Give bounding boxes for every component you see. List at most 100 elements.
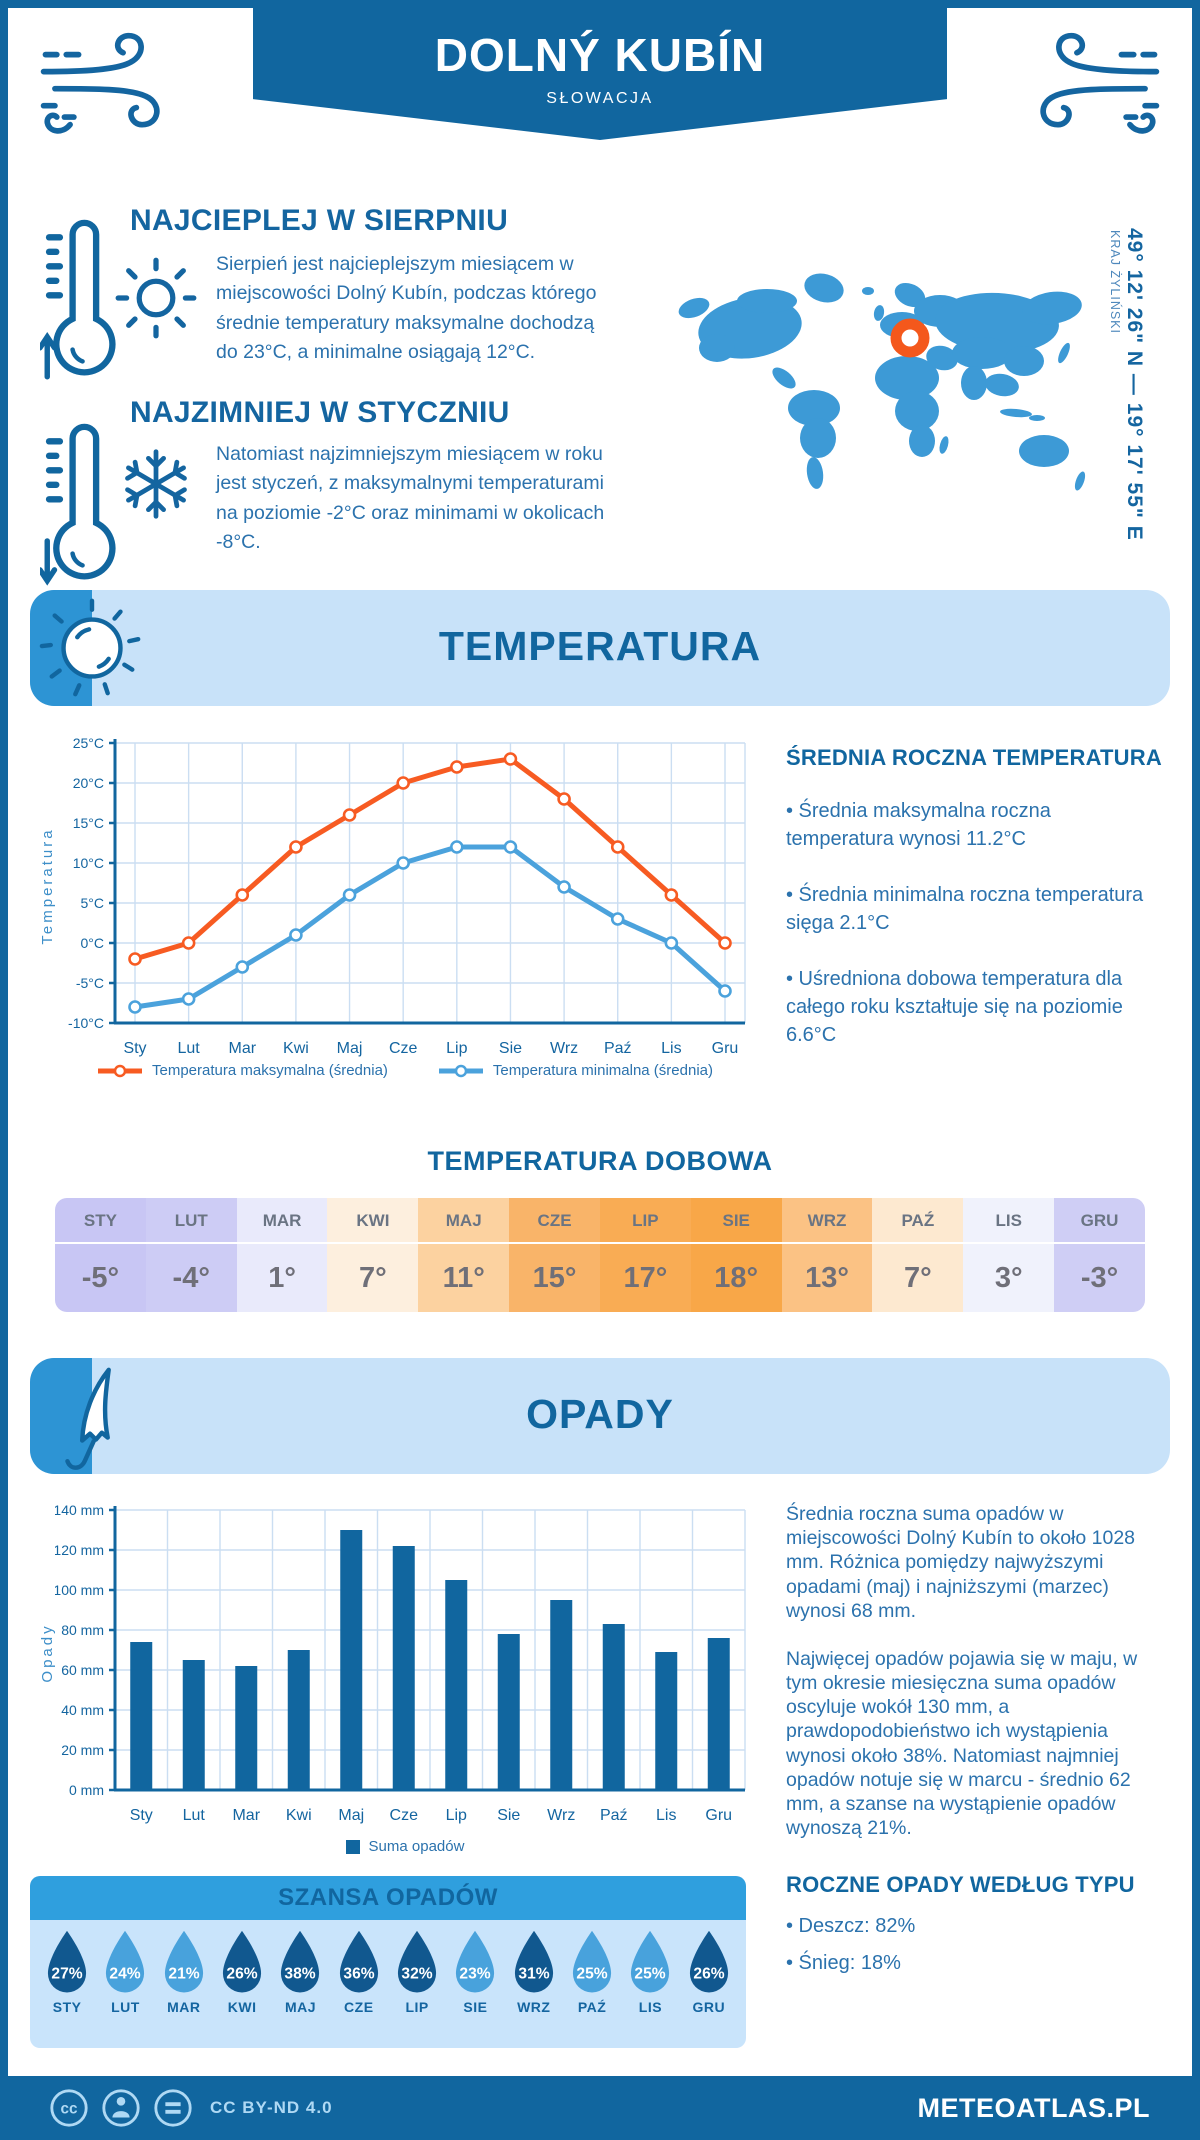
no-derivatives-icon[interactable] — [152, 2087, 194, 2129]
brand-link[interactable]: METEOATLAS.PL — [917, 2092, 1150, 2123]
rain-chance-month-label: MAR — [167, 1999, 201, 2015]
rain-chance-month-label: GRU — [692, 1999, 726, 2015]
daily-temp-month-label: WRZ — [781, 1198, 873, 1244]
daily-temp-column-kwi: KWI 7° — [327, 1198, 419, 1312]
rain-chance-wrz: 31% WRZ — [505, 1928, 563, 2048]
annual-temp-bullet-max: • Średnia maksymalna roczna temperatura … — [786, 800, 1051, 850]
daily-temp-value: 15° — [532, 1261, 577, 1294]
daily-temp-value: 7° — [904, 1261, 932, 1294]
daily-temp-month-label: STY — [55, 1198, 146, 1244]
svg-text:-10°C: -10°C — [68, 1015, 104, 1031]
cc-icon[interactable]: cc — [48, 2087, 90, 2129]
svg-text:Lut: Lut — [178, 1040, 201, 1057]
svg-text:cc: cc — [61, 2101, 78, 2118]
legend-item-precip-sum: Suma opadów — [345, 1838, 464, 1855]
daily-temp-value: -3° — [1080, 1261, 1119, 1294]
daily-temp-column-maj: MAJ 11° — [418, 1198, 510, 1312]
region-text: KRAJ ŻYLIŃSKI — [1108, 230, 1122, 334]
highlight-warmest-text: Sierpień jest najcieplejszym miesiącem w… — [216, 253, 597, 363]
rain-chance-mar: 21% MAR — [155, 1928, 213, 2048]
precipitation-chart-legend: Suma opadów — [55, 1838, 755, 1855]
svg-text:100 mm: 100 mm — [55, 1582, 104, 1598]
precipitation-info: Średnia roczna suma opadów w miejscowośc… — [786, 1502, 1171, 1986]
svg-text:15°C: 15°C — [73, 815, 104, 831]
location-coordinates-block: 49° 12' 26" N — 19° 17' 55" E KRAJ ŻYLIŃ… — [1108, 228, 1146, 588]
svg-text:Lip: Lip — [446, 1807, 467, 1824]
svg-text:Cze: Cze — [390, 1807, 419, 1824]
daily-temp-month-label: MAR — [236, 1198, 328, 1244]
annual-temp-bullet-mean: • Uśredniona dobowa temperatura dla całe… — [786, 968, 1123, 1046]
daily-temp-value: 18° — [714, 1261, 759, 1294]
temperature-chart-container: Temperatura -10°C -5°C 0°C 5°C 10°C 15°C 20°C 2… — [39, 728, 755, 1078]
daily-temp-month-label: PAŹ — [872, 1198, 964, 1244]
sun-icon — [115, 257, 197, 339]
title-banner: DOLNÝ KUBÍN SŁOWACJA — [253, 8, 947, 140]
svg-text:140 mm: 140 mm — [55, 1502, 104, 1518]
daily-temp-column-wrz: WRZ 13° — [781, 1198, 873, 1312]
precipitation-bar-chart: 0 mm 20 mm 40 mm 60 mm 80 mm 100 mm 120 mm 140 … — [53, 1502, 746, 1824]
svg-text:32%: 32% — [402, 1966, 433, 1983]
rain-chance-gru: 26% GRU — [680, 1928, 738, 2048]
svg-text:Kwi: Kwi — [286, 1807, 312, 1824]
annual-temperature-heading: ŚREDNIA ROCZNA TEMPERATURA — [786, 745, 1162, 770]
rain-chance-maj: 38% MAJ — [271, 1928, 329, 2048]
max-series-marker — [97, 1064, 142, 1077]
rain-chance-month-label: LIP — [405, 1999, 429, 2015]
min-series-marker — [438, 1064, 483, 1077]
svg-text:5°C: 5°C — [81, 895, 105, 911]
daily-temp-value: 11° — [442, 1261, 485, 1294]
svg-text:0°C: 0°C — [81, 935, 105, 951]
svg-text:24%: 24% — [110, 1966, 141, 1983]
footer-bar: cc CC BY-ND 4.0 METEOATLAS.PL — [0, 2076, 1200, 2140]
svg-text:Gru: Gru — [705, 1807, 732, 1824]
daily-temp-column-sie: SIE 18° — [690, 1198, 782, 1312]
daily-temp-value: -5° — [81, 1261, 120, 1294]
rain-chance-lip: 32% LIP — [388, 1928, 446, 2048]
location-marker — [890, 318, 930, 358]
temperature-chart-ylabel: Temperatura — [39, 826, 56, 945]
temperature-section-band: TEMPERATURA — [30, 590, 1170, 706]
legend-max-label: Temperatura maksymalna (średnia) — [151, 1062, 388, 1079]
page-border-left — [0, 0, 8, 2140]
svg-text:21%: 21% — [168, 1966, 199, 1983]
rain-chance-month-label: MAJ — [284, 1999, 316, 2015]
rain-chance-month-label: LUT — [111, 1999, 140, 2015]
daily-temp-column-cze: CZE 15° — [509, 1198, 600, 1312]
daily-temp-value: 1° — [268, 1261, 296, 1294]
rain-chance-lis: 25% LIS — [621, 1928, 679, 2048]
thermometer-up-icon — [40, 219, 116, 380]
svg-text:38%: 38% — [285, 1966, 316, 1983]
raindrop-icon: 36% — [339, 1930, 378, 1993]
raindrop-icon: 26% — [223, 1930, 262, 1993]
raindrop-icon: 23% — [456, 1930, 495, 1993]
daily-temp-month-label: LIS — [963, 1198, 1055, 1244]
daily-temp-column-sty: STY -5° — [55, 1198, 146, 1312]
svg-text:23%: 23% — [460, 1966, 491, 1983]
svg-text:Cze: Cze — [389, 1040, 418, 1057]
svg-text:Paź: Paź — [604, 1040, 632, 1057]
svg-text:Wrz: Wrz — [547, 1807, 575, 1824]
svg-text:40 mm: 40 mm — [61, 1702, 104, 1718]
svg-text:Mar: Mar — [232, 1807, 260, 1824]
attribution-person-icon[interactable] — [100, 2087, 142, 2129]
daily-temp-value: 17° — [623, 1261, 668, 1294]
precip-series-marker — [345, 1839, 360, 1854]
precipitation-chart-ylabel: Opady — [39, 1622, 56, 1683]
precipitation-band-strip — [30, 1358, 92, 1474]
temperature-line-chart: -10°C -5°C 0°C 5°C 10°C 15°C 20°C 25°C Sty Lut Mar… — [68, 735, 746, 1057]
rain-chance-month-label: PAŹ — [577, 1999, 607, 2015]
daily-temp-column-paź: PAŹ 7° — [872, 1198, 964, 1312]
svg-text:26%: 26% — [693, 1966, 724, 1983]
rain-chance-section: SZANSA OPADÓW 27% STY 24% LUT 21% MAR 26% KWI 38… — [30, 1876, 746, 2048]
annual-temperature-info: ŚREDNIA ROCZNA TEMPERATURA • Średnia mak… — [786, 745, 1171, 1077]
wind-icon — [40, 32, 160, 134]
daily-temp-month-label: CZE — [509, 1198, 600, 1244]
svg-text:-5°C: -5°C — [76, 975, 104, 991]
license-icons: cc — [48, 2087, 194, 2129]
rain-chance-kwi: 26% KWI — [213, 1928, 271, 2048]
daily-temperature-title: TEMPERATURA DOBOWA — [427, 1146, 773, 1176]
rain-chance-month-label: KWI — [227, 1999, 257, 2015]
daily-temp-month-label: GRU — [1054, 1198, 1145, 1244]
wind-icon — [1040, 32, 1160, 134]
